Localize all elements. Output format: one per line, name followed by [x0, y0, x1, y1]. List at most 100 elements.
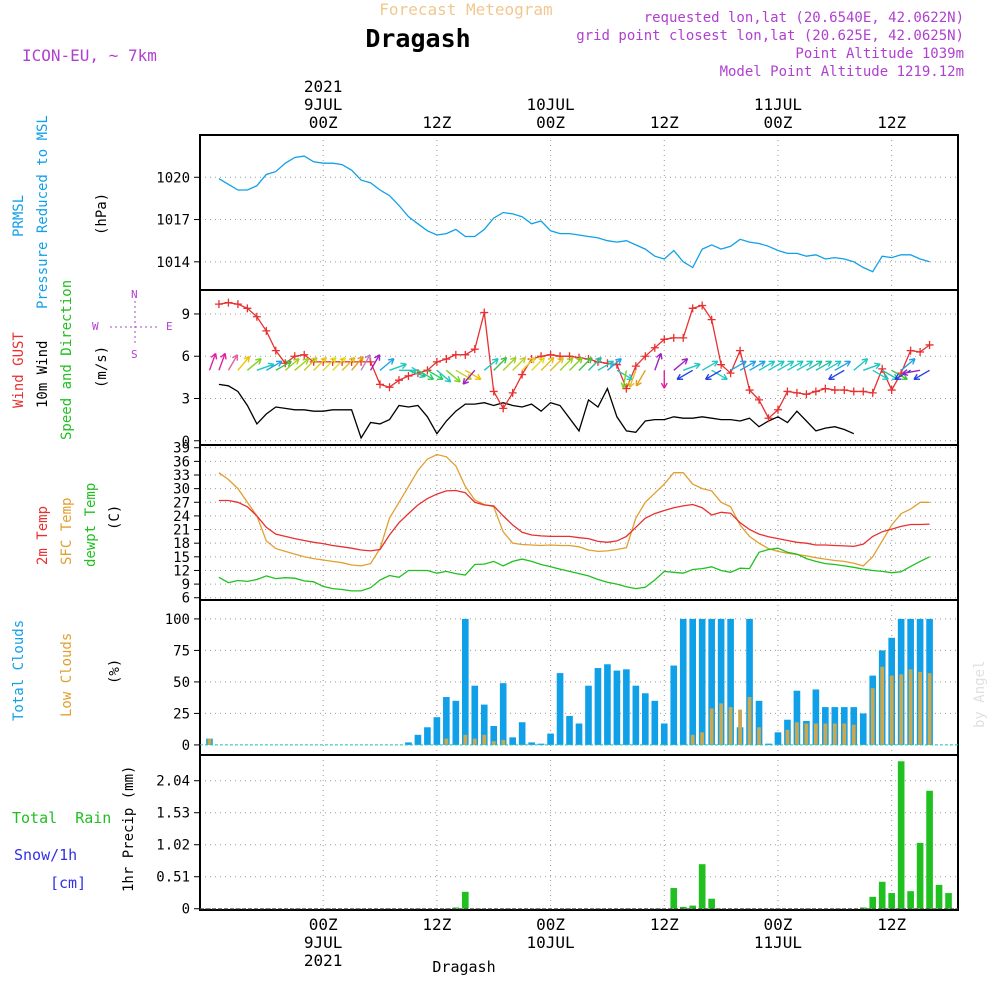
- wind-arrow: [654, 352, 663, 371]
- y-tick-label: 0: [182, 434, 190, 450]
- gust-point: [290, 352, 299, 361]
- gust-point: [669, 333, 678, 342]
- total-cloud-bar: [793, 690, 801, 745]
- total-clouds-label: Total Clouds: [11, 620, 27, 721]
- cloud-labels: Total Clouds Low Clouds (%): [11, 620, 123, 721]
- wind-arrow-shaft: [758, 360, 775, 371]
- wind-arrow-head: [447, 376, 452, 383]
- wind-arrow: [351, 355, 364, 371]
- gust-point: [717, 360, 726, 369]
- wind-arrow-head: [827, 360, 833, 367]
- bottom-date-label: 11JUL: [754, 933, 802, 952]
- wind-arrow-head: [694, 362, 701, 365]
- wind-arrow-head: [861, 358, 868, 361]
- wind-arrow-shaft: [521, 357, 536, 371]
- wind-arrow-head: [513, 357, 517, 364]
- wind-arrow: [237, 355, 251, 371]
- low-cloud-bar: [207, 738, 212, 745]
- low-cloud-bar: [709, 708, 714, 745]
- wind-arrow-shaft: [208, 353, 217, 371]
- low-cloud-bar: [719, 703, 724, 745]
- y-tick-label: 9: [182, 577, 190, 593]
- total-cloud-bar: [651, 700, 659, 745]
- precip-unit: 1hr Precip (mm): [121, 766, 137, 892]
- wind-arrow-shaft: [303, 357, 318, 371]
- wind-arrow-shaft: [587, 357, 602, 371]
- wind-arrow: [218, 352, 227, 371]
- gust-point: [300, 350, 309, 359]
- y-tick-label: 2.04: [156, 774, 190, 790]
- panel-frame: [199, 444, 959, 601]
- wind-arrow-head: [400, 362, 407, 365]
- wind-arrow-head: [681, 358, 688, 361]
- wind-arrow-head: [846, 360, 852, 367]
- wind-arrow-head: [500, 356, 507, 360]
- top-hour-label: 12Z: [877, 113, 906, 132]
- wind-arrow: [578, 356, 593, 371]
- total-cloud-bar: [490, 726, 498, 745]
- gust-point: [432, 357, 441, 366]
- wind-arrow: [673, 358, 689, 371]
- wind-arrow: [597, 360, 615, 371]
- wind-arrow: [569, 356, 583, 371]
- y-tick-label: 9: [182, 307, 190, 323]
- wind-arrow-head: [618, 358, 622, 365]
- wind-arrow-head: [551, 357, 555, 364]
- wind-arrow-head: [224, 353, 227, 360]
- wind-arrow: [521, 356, 536, 371]
- gust-point: [698, 301, 707, 310]
- total-cloud-bar: [499, 683, 507, 745]
- low-cloud-bar: [823, 723, 828, 745]
- wind-arrow: [369, 354, 381, 371]
- wind-arrow: [900, 358, 916, 371]
- wind-arrow-head: [255, 358, 262, 361]
- total-cloud-bar: [433, 717, 441, 745]
- location-title: Dragash: [365, 24, 470, 53]
- gust-point: [859, 387, 868, 396]
- y-tick-label: 6: [182, 591, 190, 607]
- y-tick-label: 6: [182, 349, 190, 365]
- wind-arrow-shaft: [815, 360, 832, 371]
- gust-point: [821, 384, 830, 393]
- top-date-label: 9JUL: [304, 95, 343, 114]
- wind-arrow-shaft: [872, 369, 889, 380]
- wind-arrow-head: [305, 358, 310, 365]
- y-tick-label: 1017: [156, 213, 190, 229]
- wind-arrow-shaft: [275, 360, 292, 371]
- y-tick-label: 33: [173, 468, 190, 484]
- gust-point: [233, 300, 242, 309]
- precip-bar: [945, 893, 952, 909]
- wind-arrow-shaft: [427, 369, 444, 380]
- wind-arrow: [730, 360, 747, 371]
- total-cloud-bar: [405, 742, 412, 745]
- wind-arrow-head: [714, 360, 719, 367]
- low-cloud-bar: [899, 674, 904, 745]
- gust-point: [849, 387, 858, 396]
- wind-arrow: [313, 356, 328, 371]
- total-cloud-bar: [859, 713, 867, 745]
- panel-frame: [199, 754, 959, 911]
- wind-arrow-head: [808, 360, 814, 367]
- wind-arrow-head: [902, 372, 909, 377]
- precip-bar: [708, 898, 715, 909]
- wind-arrow: [676, 369, 694, 381]
- y-tick-label: 1.53: [156, 806, 190, 822]
- wind-arrow-shaft: [512, 357, 526, 371]
- wind-arrow: [711, 369, 728, 381]
- wind-arrow: [787, 360, 804, 371]
- wind-arrow-shaft: [705, 369, 722, 380]
- wind-arrow-shaft: [730, 360, 747, 371]
- wind-arrow-shaft: [322, 357, 337, 371]
- precip-bar: [888, 893, 895, 909]
- wind-unit: (m/s): [94, 346, 110, 388]
- gust-point: [489, 387, 498, 396]
- y-tick-label: 0: [182, 902, 190, 918]
- gust-point: [878, 364, 887, 373]
- bottom-year-label: 2021: [304, 951, 343, 970]
- total-cloud-bar: [443, 697, 450, 745]
- bottom-hour-label: 12Z: [422, 915, 451, 934]
- precip-bar: [869, 896, 877, 909]
- top-hour-label: 00Z: [764, 113, 793, 132]
- y-tick-label: 12: [173, 563, 190, 579]
- wind-arrow: [512, 356, 527, 371]
